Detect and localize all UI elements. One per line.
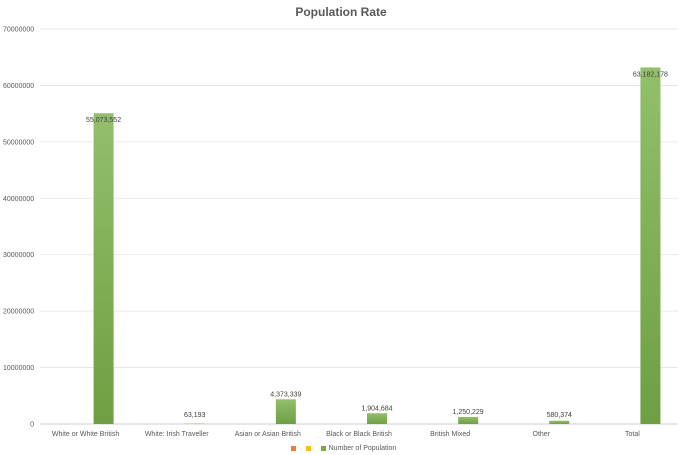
data-label: 55,073,552: [86, 117, 121, 124]
x-category-label: White or White British: [52, 431, 119, 438]
x-category-label: Asian or Asian British: [235, 431, 301, 438]
x-category-label: Total: [625, 431, 640, 438]
bar: [367, 413, 387, 424]
bar: [458, 416, 479, 424]
y-tick-label: 70000000: [3, 27, 34, 34]
data-label: 4,373,339: [270, 391, 301, 398]
y-tick-label: 20000000: [3, 309, 34, 316]
bar: [640, 67, 661, 425]
x-category-label: White: Irish Traveller: [145, 431, 209, 438]
legend-swatch-series-2: [305, 445, 311, 451]
data-label: 63,182,178: [633, 71, 668, 78]
data-label: 1,904,684: [361, 405, 392, 412]
legend-swatch-series-1: [290, 445, 296, 451]
y-tick-label: 10000000: [3, 365, 34, 372]
x-category-label: British Mixed: [430, 431, 470, 438]
bar: [549, 420, 570, 424]
x-category-label: Black or Black British: [326, 431, 392, 438]
y-tick-label: 60000000: [3, 83, 34, 90]
legend-label-population: Number of Population: [328, 445, 397, 452]
data-label: 580,374: [547, 412, 572, 419]
y-tick-label: 30000000: [3, 252, 34, 259]
legend: Number of Population: [0, 445, 682, 452]
y-tick-label: 0: [30, 422, 34, 429]
data-label: 63,193: [184, 412, 206, 419]
y-tick-label: 50000000: [3, 139, 34, 146]
chart-title: Population Rate: [295, 5, 387, 19]
y-tick-label: 40000000: [3, 196, 34, 203]
x-category-label: Other: [533, 431, 551, 438]
legend-swatch-population: [320, 445, 326, 451]
bar: [93, 113, 114, 424]
bar: [275, 399, 296, 424]
data-label: 1,250,229: [453, 409, 484, 416]
